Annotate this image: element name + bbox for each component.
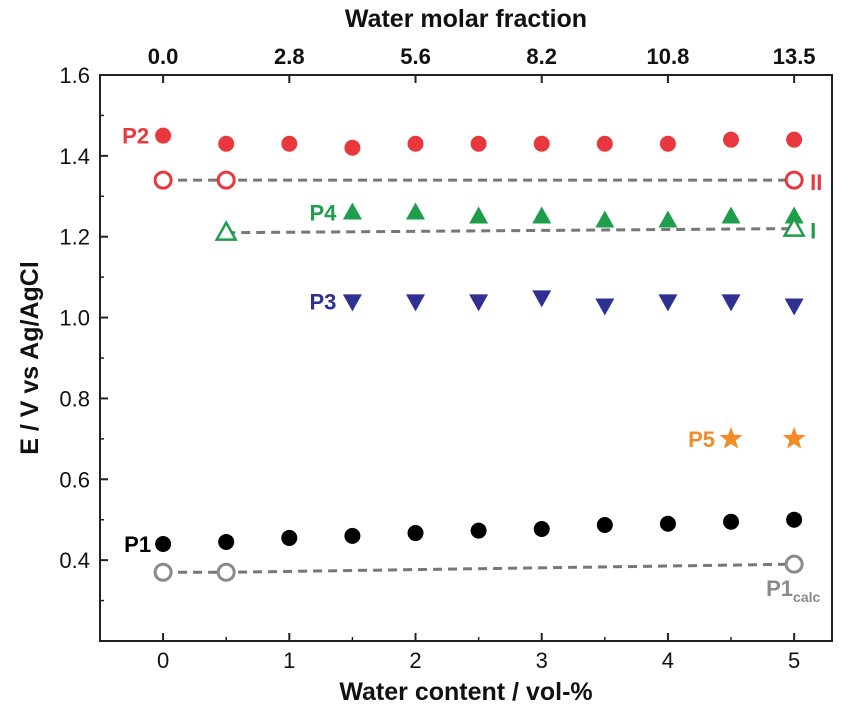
point-p2 xyxy=(596,135,613,152)
y-tick-label: 1.2 xyxy=(59,225,90,250)
point-p3 xyxy=(342,294,362,312)
point-p2 xyxy=(470,135,487,152)
point-p1 xyxy=(533,521,550,538)
top-tick-label: 10.8 xyxy=(647,44,690,69)
series-label-p2: P2 xyxy=(122,124,149,149)
y-tick-label: 1.0 xyxy=(59,306,90,331)
point-p2 xyxy=(723,131,740,148)
point-p1 xyxy=(659,515,676,532)
markers-layer xyxy=(153,127,806,582)
x-tick-label: 2 xyxy=(409,648,421,673)
point-p5 xyxy=(719,426,743,449)
point-p4 xyxy=(721,206,741,224)
point-p1 xyxy=(281,529,298,546)
top-tick-label: 5.6 xyxy=(400,44,431,69)
point-p1 xyxy=(786,511,803,528)
y-tick-label: 0.6 xyxy=(59,467,90,492)
y-tick-label: 0.4 xyxy=(59,548,90,573)
series-label-ii: II xyxy=(810,170,822,195)
x-tick-label: 1 xyxy=(283,648,295,673)
x-axis-title: Water content / vol-% xyxy=(339,678,592,706)
series-label-p4: P4 xyxy=(309,200,337,225)
point-p1calc xyxy=(216,562,236,582)
point-p3 xyxy=(406,294,426,312)
y-tick-label: 1.4 xyxy=(59,144,90,169)
point-p1calc xyxy=(153,562,173,582)
point-p1 xyxy=(470,522,487,539)
point-i xyxy=(214,220,238,241)
point-i xyxy=(782,216,806,237)
dashed-lines-layer xyxy=(163,178,795,574)
top-tick-label: 13.5 xyxy=(773,44,816,69)
top-tick-label: 0.0 xyxy=(148,44,179,69)
top-tick-label: 2.8 xyxy=(274,44,305,69)
x-tick-label: 4 xyxy=(662,648,674,673)
point-p3 xyxy=(784,298,804,316)
point-p1 xyxy=(407,525,424,542)
plot-frame xyxy=(99,74,833,642)
point-p1 xyxy=(596,516,613,533)
point-p3 xyxy=(721,294,741,312)
y-axis-title: E / V vs Ag/AgCl xyxy=(16,261,44,455)
point-p2 xyxy=(659,135,676,152)
point-p2 xyxy=(786,131,803,148)
point-p3 xyxy=(658,294,678,312)
point-ii xyxy=(216,170,236,190)
point-p4 xyxy=(784,206,804,224)
point-p2 xyxy=(407,135,424,152)
x-tick-label: 0 xyxy=(157,648,169,673)
dashed-line-p1calc xyxy=(163,562,795,574)
point-p4 xyxy=(532,206,552,224)
x-tick-label: 3 xyxy=(536,648,548,673)
point-p3 xyxy=(595,298,615,316)
x-tick-label: 5 xyxy=(788,648,800,673)
point-p2 xyxy=(155,127,172,144)
point-p4 xyxy=(595,210,615,228)
point-p2 xyxy=(218,135,235,152)
point-p1calc xyxy=(784,554,804,574)
point-p4 xyxy=(469,206,489,224)
point-p3 xyxy=(532,290,552,308)
point-p4 xyxy=(406,202,426,220)
point-p1 xyxy=(155,535,172,552)
top-axis-title: Water molar fraction xyxy=(345,5,587,33)
point-ii xyxy=(784,170,804,190)
series-label-p5: P5 xyxy=(688,427,715,452)
series-label-p3: P3 xyxy=(309,289,336,314)
point-p2 xyxy=(281,135,298,152)
point-p2 xyxy=(344,139,361,156)
dashed-line-i xyxy=(226,227,795,235)
point-p1 xyxy=(723,513,740,530)
point-p4 xyxy=(658,210,678,228)
point-p2 xyxy=(533,135,550,152)
point-ii xyxy=(153,170,173,190)
y-tick-label: 1.6 xyxy=(59,63,90,88)
y-tick-label: 0.8 xyxy=(59,386,90,411)
ticks-layer: 0 1 2 3 4 5 0.0 2.8 5.6 8.2 10.8 13.5 0.4 0.6 0.8 1.0 1.… xyxy=(59,44,815,673)
point-p1 xyxy=(344,527,361,544)
point-p1 xyxy=(218,533,235,550)
point-p3 xyxy=(469,294,489,312)
top-tick-label: 8.2 xyxy=(526,44,557,69)
series-label-i: I xyxy=(810,219,816,244)
series-label-p1: P1 xyxy=(124,532,151,557)
series-label-p1-calc: P1calc xyxy=(766,576,820,605)
point-p4 xyxy=(342,202,362,220)
point-p5 xyxy=(782,426,806,449)
